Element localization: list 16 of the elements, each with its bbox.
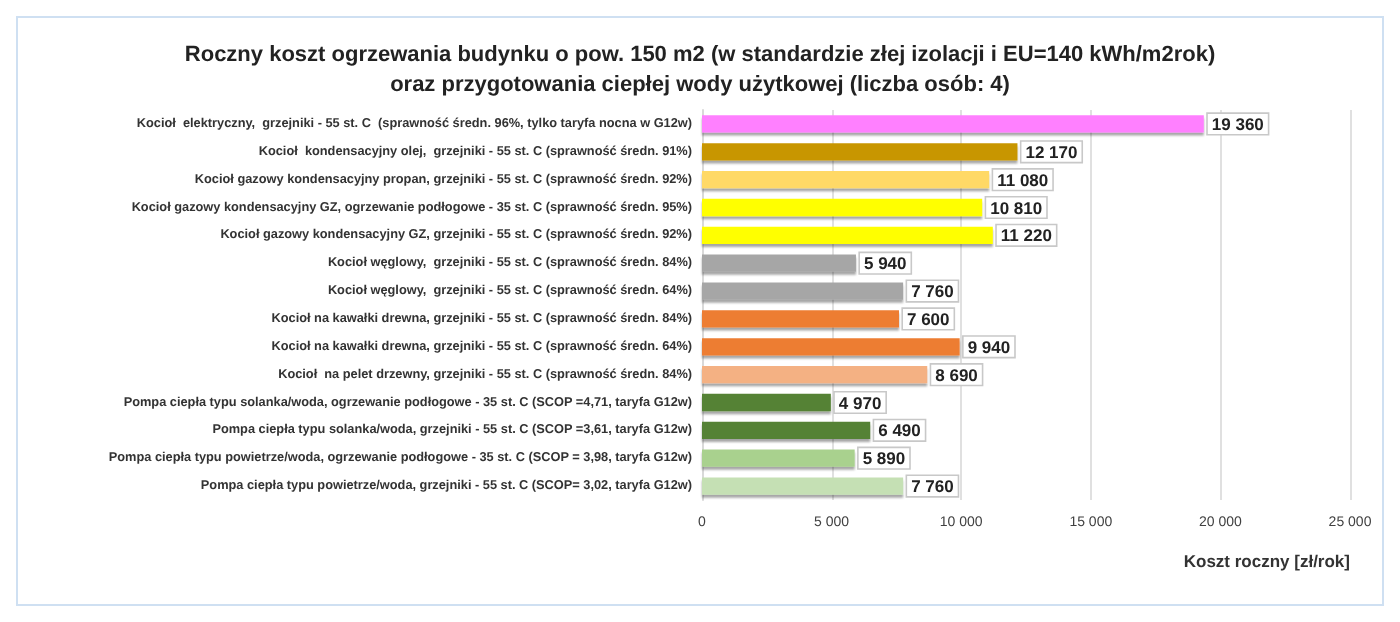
data-label: 5 940: [863, 253, 908, 274]
data-label: 5 890: [862, 448, 906, 469]
chart-title: Roczny koszt ogrzewania budynku o pow. 150 m2 (w standardzie złej izolacji i EU=140 kWh/m2rok) oraz przygotowania ciepłej wody użytkowej (liczba osób: 4): [184, 43, 1216, 97]
data-label: 11 220: [1000, 225, 1053, 246]
data-label: 11 080: [997, 169, 1049, 190]
x-axis-title: Koszt roczny [zł/rok]: [1183, 551, 1351, 571]
data-label: 4 970: [838, 392, 882, 413]
data-label: 7 760: [911, 281, 955, 302]
data-label: 9 940: [967, 336, 1011, 357]
data-label: 10 810: [990, 197, 1043, 218]
data-label: 7 760: [911, 476, 955, 497]
data-label: 6 490: [878, 420, 922, 441]
data-label: 12 170: [1025, 141, 1078, 162]
data-label: 7 600: [906, 308, 951, 329]
data-label: 8 690: [935, 364, 979, 385]
data-label: 19 360: [1211, 113, 1265, 134]
